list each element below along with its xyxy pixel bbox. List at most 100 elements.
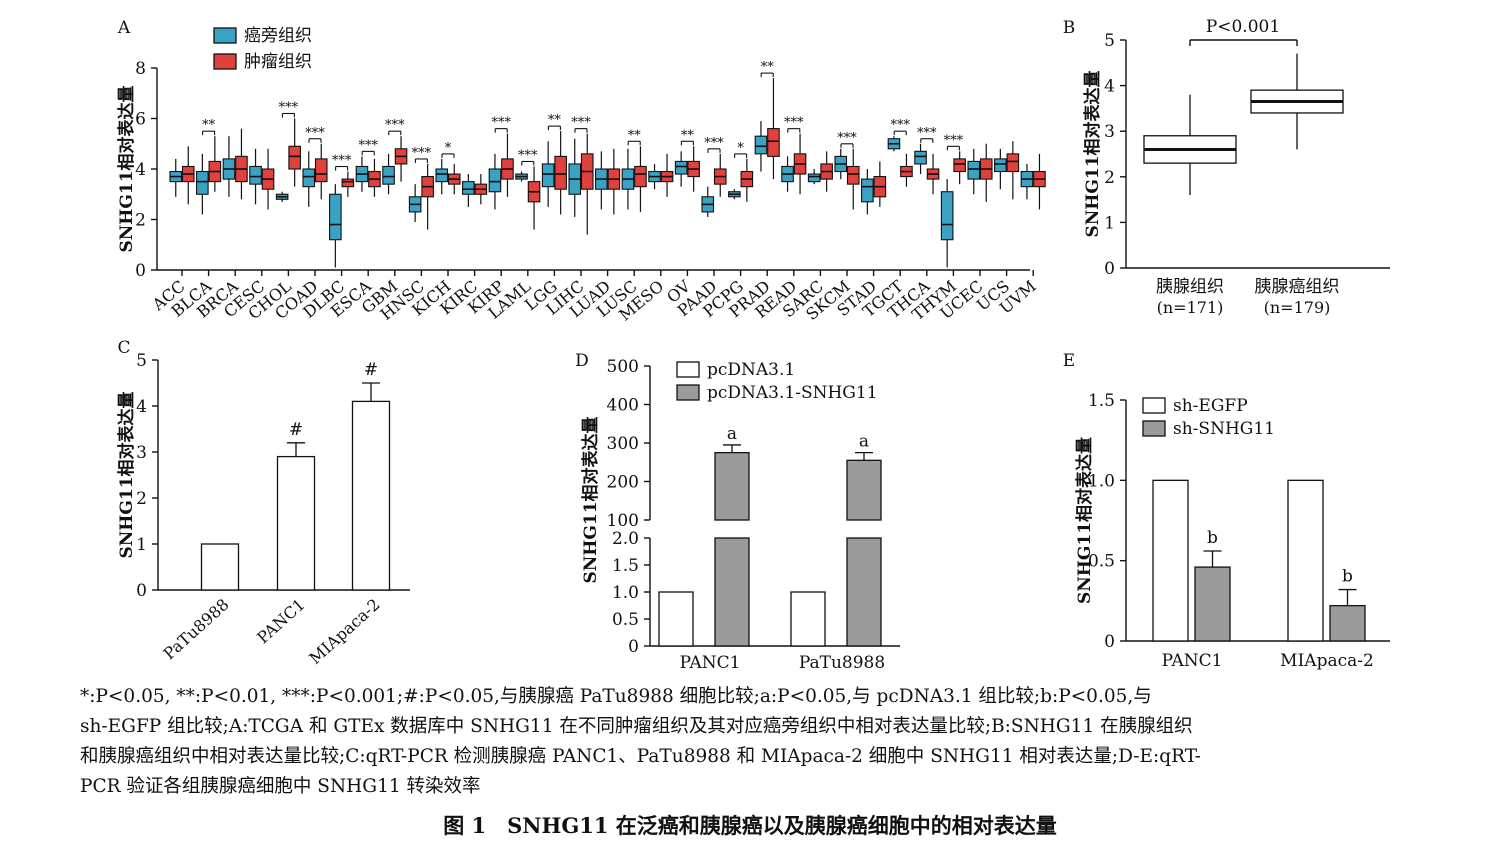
panel-a-normal-box <box>914 150 927 165</box>
panel-letter-b: B <box>1063 18 1076 38</box>
panel-letter-d: D <box>575 351 589 371</box>
panel-a-sig-label: *** <box>385 118 405 133</box>
panel-c-y-tick-label: 3 <box>136 443 147 463</box>
panel-e-y-tick-label: 1.0 <box>1088 471 1115 491</box>
panel-d-sig-label: a <box>859 432 869 452</box>
panel-a-sig-label: *** <box>279 101 299 116</box>
panel-a-tumor-box <box>634 165 647 188</box>
panel-a-normal-box <box>940 191 954 241</box>
panel-a-sig-label: * <box>737 141 744 156</box>
panel-a-legend-tumor-label: 肿瘤组织 <box>244 52 312 72</box>
panel-c-y-tick-label: 4 <box>136 397 147 417</box>
panel-d-control-bar <box>790 591 826 647</box>
panel-d-tick-label: 1.0 <box>612 583 639 603</box>
panel-e-legend-knockdown-swatch <box>1142 420 1166 437</box>
panel-e-sig-label: b <box>1207 528 1218 548</box>
panel-a-sig-label: *** <box>704 136 724 151</box>
panel-d-tick-label: 100 <box>607 511 639 531</box>
panel-c-bar <box>200 543 240 591</box>
panel-a-normal-box <box>488 168 502 193</box>
panel-a-sig-label: *** <box>412 146 432 161</box>
panel-a-tumor-box <box>953 158 966 173</box>
panel-a-sig-label: *** <box>305 126 325 141</box>
figure-caption: 图 1 SNHG11 在泛癌和胰腺癌以及胰腺癌细胞中的相对表达量 <box>443 813 1057 838</box>
footnote-line: 和胰腺癌组织中相对表达量比较;C:qRT-PCR 检测胰腺癌 PANC1、PaT… <box>80 746 1201 767</box>
panel-e-y-tick-label: 0 <box>1104 632 1115 652</box>
panel-a-tumor-box <box>554 155 567 190</box>
panel-a-tumor-box <box>1006 153 1020 173</box>
panel-a-normal-box <box>196 170 209 195</box>
panel-d-sig-label: a <box>727 424 737 444</box>
panel-d-category-label: PANC1 <box>680 653 741 673</box>
footnote-line: PCR 验证各组胰腺癌细胞中 SNHG11 转染效率 <box>80 776 481 797</box>
panel-a-normal-box <box>541 163 555 188</box>
panel-d-tick-label: 2.0 <box>612 529 639 549</box>
panel-a-tumor-box <box>288 145 301 170</box>
panel-c-sig-label: # <box>289 420 303 440</box>
panel-c-bar <box>351 400 391 591</box>
panel-a-legend-normal-swatch <box>213 27 237 44</box>
panel-a-sig-label: ** <box>202 118 216 133</box>
panel-d-category-label: PaTu8988 <box>799 653 885 673</box>
panel-e-category-label: MIApaca-2 <box>1280 651 1374 671</box>
panel-a-sig-label: *** <box>332 154 352 169</box>
panel-a-tumor-box <box>314 158 328 183</box>
panel-a-normal-box <box>674 160 688 175</box>
panel-d-y-label: SNHG11相对表达量 <box>580 416 601 583</box>
panel-a-normal-box <box>861 178 874 203</box>
panel-a-y-tick-label: 2 <box>135 211 146 231</box>
panel-e-sig-label: b <box>1342 567 1353 587</box>
panel-e-y-tick-label: 0.5 <box>1088 552 1115 572</box>
panel-b-p-value: P<0.001 <box>1206 17 1280 37</box>
panel-b-category-label: 胰腺癌组织 <box>1255 277 1340 297</box>
panel-c-y-tick-label: 1 <box>136 535 147 555</box>
panel-a-sig-label: *** <box>890 118 910 133</box>
panel-e-legend-control-swatch <box>1142 397 1166 414</box>
panel-a-tumor-box <box>846 165 860 185</box>
panel-a-normal-box <box>994 158 1007 173</box>
panel-d-treated-bar-lower <box>846 537 882 647</box>
panel-d-tick-label: 200 <box>607 473 639 493</box>
panel-letter-e: E <box>1063 351 1075 371</box>
panel-a-y-tick-label: 6 <box>135 110 146 130</box>
panel-d-legend-treated-label: pcDNA3.1-SNHG11 <box>707 383 878 403</box>
panel-e-legend-control-label: sh-EGFP <box>1173 396 1248 416</box>
panel-a-sig-label: *** <box>784 116 804 131</box>
panel-b-y-tick-label: 1 <box>1104 213 1115 233</box>
panel-c-y-label: SNHG11相对表达量 <box>116 391 137 558</box>
panel-d-treated-bar-upper <box>846 459 882 521</box>
panel-d-legend-control-label: pcDNA3.1 <box>707 360 795 380</box>
panel-b-n-label: (n=171) <box>1157 298 1224 317</box>
panel-c-y-tick-label: 2 <box>136 489 147 509</box>
panel-d-treated-bar-lower <box>714 537 750 647</box>
panel-d-treated-bar-upper <box>714 451 750 521</box>
panel-letter-c: C <box>117 338 130 358</box>
figure-canvas: A BCD E02468SNHG11相对表达量ACCBLCA**BRCACESCCH… <box>116 17 1390 673</box>
panel-d-legend-control-swatch <box>676 361 700 378</box>
panel-a-sig-label: *** <box>358 138 378 153</box>
panel-a-sig-label: *** <box>944 133 964 148</box>
panel-b-y-tick-label: 3 <box>1104 122 1115 142</box>
panel-a-sig-label: *** <box>491 116 511 131</box>
panel-e-control-bar <box>1287 479 1324 642</box>
panel-e-control-bar <box>1152 479 1189 642</box>
panel-a-normal-box <box>462 181 475 195</box>
figure-footnote: *:P<0.05, **:P<0.01, ***:P<0.001;#:P<0.0… <box>80 682 1440 802</box>
footnote-line: sh-EGFP 组比较;A:TCGA 和 GTEx 数据库中 SNHG11 在不… <box>80 716 1193 737</box>
panel-a-normal-box <box>302 168 316 188</box>
panel-a-normal-box <box>967 160 981 180</box>
panel-b-y-tick-label: 2 <box>1104 168 1115 188</box>
panel-c-y-tick-label: 5 <box>136 351 147 371</box>
panel-a-y-tick-label: 0 <box>135 261 146 281</box>
panel-a-sig-label: ** <box>628 128 642 143</box>
panel-a-tumor-box <box>767 128 780 157</box>
panel-c-category-label: MIApaca-2 <box>305 595 383 668</box>
panel-a-normal-box <box>807 173 821 183</box>
panel-b-y-tick-label: 0 <box>1104 259 1115 279</box>
panel-e-legend-knockdown-label: sh-SNHG11 <box>1173 419 1275 439</box>
panel-a-sig-label: * <box>445 141 452 156</box>
panel-d-control-bar <box>658 591 694 647</box>
panel-a-normal-box <box>329 193 342 241</box>
panel-a-normal-box <box>754 135 768 155</box>
panel-d-tick-label: 0 <box>628 637 639 657</box>
